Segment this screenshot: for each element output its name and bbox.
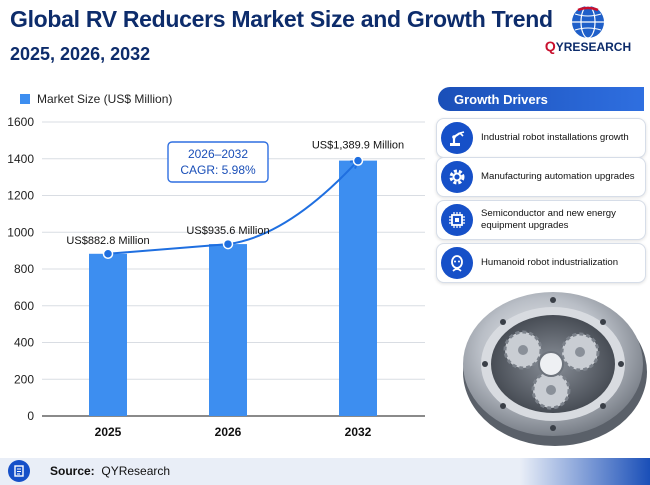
driver-label: Manufacturing automation upgrades bbox=[481, 171, 635, 182]
rv-reducer-image bbox=[463, 292, 647, 446]
cagr-period: 2026–2032 bbox=[188, 147, 248, 161]
x-tick-label: 2025 bbox=[95, 425, 122, 439]
y-tick-label: 0 bbox=[27, 409, 34, 423]
driver-item-robot-installations: Industrial robot installations growth bbox=[436, 118, 646, 158]
chart-svg: 0 200 400 600 800 1000 1200 1400 1600 2025 2026 203… bbox=[7, 115, 425, 439]
driver-label: Humanoid robot industrialization bbox=[481, 257, 619, 268]
qyresearch-logo: QYRESEARCH bbox=[532, 4, 644, 64]
humanoid-head-icon bbox=[441, 247, 473, 279]
chip-icon bbox=[441, 204, 473, 236]
document-icon bbox=[8, 460, 30, 482]
source-text: Source: QYResearch bbox=[50, 464, 170, 478]
page-title: Global RV Reducers Market Size and Growt… bbox=[10, 6, 553, 32]
chart-legend: Market Size (US$ Million) bbox=[20, 92, 172, 106]
x-tick-label: 2026 bbox=[215, 425, 242, 439]
page-subtitle: 2025, 2026, 2032 bbox=[10, 44, 151, 64]
data-label: US$1,389.9 Million bbox=[312, 140, 404, 152]
globe-icon bbox=[572, 5, 604, 39]
data-point bbox=[222, 238, 234, 250]
bar bbox=[89, 253, 127, 416]
growth-drivers-title: Growth Drivers bbox=[454, 91, 548, 107]
driver-label: Semiconductor and new energy equipment u… bbox=[481, 208, 616, 231]
legend-label: Market Size (US$ Million) bbox=[37, 92, 173, 106]
y-tick-label: 1400 bbox=[7, 152, 34, 166]
trend-line bbox=[107, 159, 359, 255]
y-tick-label: 800 bbox=[14, 262, 34, 276]
cagr-box bbox=[167, 141, 269, 183]
bar-chart: 0 200 400 600 800 1000 1200 1400 1600 2025 2026 203… bbox=[0, 100, 430, 455]
data-label: US$882.8 Million bbox=[66, 235, 149, 247]
bar bbox=[339, 160, 377, 416]
source-label: Source: bbox=[50, 464, 95, 478]
driver-item-semiconductor: Semiconductor and new energy equipment u… bbox=[436, 200, 646, 240]
y-tick-label: 400 bbox=[14, 336, 34, 350]
growth-drivers-header: Growth Drivers bbox=[438, 87, 644, 111]
driver-item-humanoid: Humanoid robot industrialization bbox=[436, 243, 646, 283]
y-tick-label: 600 bbox=[14, 299, 34, 313]
y-tick-label: 1600 bbox=[7, 115, 34, 129]
y-tick-label: 200 bbox=[14, 372, 34, 386]
x-tick-label: 2032 bbox=[345, 425, 372, 439]
data-point bbox=[102, 248, 114, 260]
robot-arm-icon bbox=[441, 122, 473, 154]
data-point bbox=[352, 155, 364, 166]
bar bbox=[209, 244, 247, 416]
footer: Source: QYResearch bbox=[0, 458, 650, 485]
footer-band bbox=[0, 458, 650, 485]
data-label: US$935.6 Million bbox=[186, 225, 269, 237]
driver-label: Industrial robot installations growth bbox=[481, 132, 629, 143]
y-tick-label: 1200 bbox=[7, 189, 34, 203]
logo-wordmark: QYRESEARCH bbox=[544, 38, 632, 54]
source-value: QYResearch bbox=[101, 464, 171, 478]
gear-icon bbox=[441, 161, 473, 193]
legend-swatch bbox=[20, 94, 30, 104]
y-tick-label: 1000 bbox=[7, 225, 34, 239]
driver-item-automation: Manufacturing automation upgrades bbox=[436, 157, 646, 197]
cagr-value: CAGR: 5.98% bbox=[180, 163, 256, 177]
